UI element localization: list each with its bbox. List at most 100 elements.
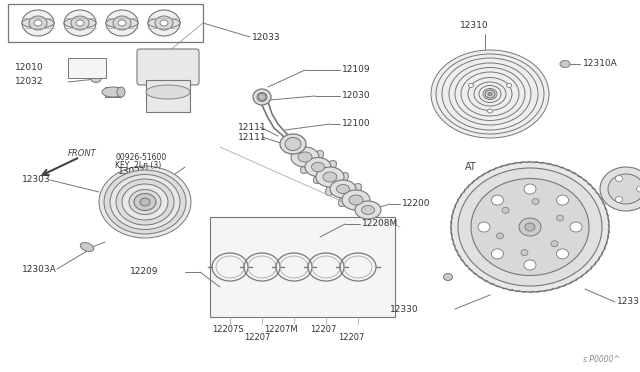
Ellipse shape [524, 260, 536, 270]
Ellipse shape [330, 180, 356, 198]
Text: 12207M: 12207M [264, 324, 298, 334]
Ellipse shape [76, 20, 84, 26]
Ellipse shape [557, 215, 564, 221]
FancyBboxPatch shape [137, 49, 199, 85]
Ellipse shape [497, 233, 504, 239]
Text: s P0000^: s P0000^ [583, 356, 620, 365]
Ellipse shape [280, 134, 306, 154]
Ellipse shape [485, 90, 495, 98]
Ellipse shape [521, 250, 528, 256]
Ellipse shape [637, 186, 640, 192]
Ellipse shape [134, 193, 156, 211]
Text: 12030: 12030 [342, 92, 371, 100]
Text: 12207: 12207 [244, 333, 270, 341]
Ellipse shape [117, 87, 125, 97]
Text: 12207: 12207 [338, 333, 364, 341]
Text: 12310: 12310 [460, 22, 488, 31]
Ellipse shape [146, 85, 190, 99]
Ellipse shape [608, 174, 640, 204]
Text: 12200: 12200 [402, 199, 431, 208]
Ellipse shape [64, 18, 96, 28]
Ellipse shape [451, 162, 609, 292]
Ellipse shape [110, 174, 180, 230]
Text: 12310A: 12310A [583, 60, 618, 68]
Ellipse shape [551, 241, 558, 247]
Ellipse shape [362, 205, 374, 215]
Text: 12033: 12033 [252, 32, 280, 42]
Ellipse shape [355, 201, 381, 219]
Ellipse shape [106, 10, 138, 36]
Text: FRONT: FRONT [68, 150, 97, 158]
Ellipse shape [616, 196, 623, 202]
Text: 12100: 12100 [342, 119, 371, 128]
Text: 12209: 12209 [130, 267, 159, 276]
Ellipse shape [80, 243, 93, 251]
Ellipse shape [116, 179, 174, 225]
Ellipse shape [312, 162, 324, 172]
Ellipse shape [106, 18, 138, 28]
Ellipse shape [258, 93, 266, 100]
Ellipse shape [71, 16, 89, 30]
Ellipse shape [314, 161, 337, 183]
Text: 13021: 13021 [118, 167, 147, 176]
Bar [68, 58, 106, 78]
Text: 12208M: 12208M [362, 219, 398, 228]
Bar [146, 80, 190, 112]
Ellipse shape [492, 249, 504, 259]
Ellipse shape [102, 87, 124, 97]
Ellipse shape [488, 109, 493, 113]
Ellipse shape [557, 195, 568, 205]
Ellipse shape [99, 166, 191, 238]
Text: 12331: 12331 [617, 298, 640, 307]
Ellipse shape [285, 138, 301, 151]
Ellipse shape [104, 170, 186, 234]
Ellipse shape [458, 168, 602, 286]
Ellipse shape [22, 10, 54, 36]
Ellipse shape [253, 89, 271, 105]
Ellipse shape [34, 20, 42, 26]
Text: 12111: 12111 [238, 132, 267, 141]
Ellipse shape [339, 183, 362, 206]
Ellipse shape [502, 207, 509, 213]
Ellipse shape [519, 218, 541, 236]
Text: 12330: 12330 [390, 305, 419, 314]
Text: 12303A: 12303A [22, 264, 57, 273]
Text: 12111: 12111 [238, 122, 267, 131]
Ellipse shape [122, 184, 168, 220]
Ellipse shape [148, 18, 180, 28]
Ellipse shape [570, 222, 582, 232]
Ellipse shape [305, 157, 331, 176]
Ellipse shape [29, 16, 47, 30]
Ellipse shape [160, 20, 168, 26]
Ellipse shape [342, 190, 370, 210]
Ellipse shape [316, 167, 344, 187]
Ellipse shape [326, 173, 348, 195]
Ellipse shape [532, 198, 539, 204]
Ellipse shape [478, 222, 490, 232]
Ellipse shape [148, 10, 180, 36]
Ellipse shape [140, 198, 150, 206]
Ellipse shape [257, 93, 267, 102]
Ellipse shape [492, 195, 504, 205]
Ellipse shape [349, 195, 363, 205]
Ellipse shape [488, 93, 492, 96]
Text: 12303: 12303 [22, 176, 51, 185]
Ellipse shape [129, 189, 161, 215]
Ellipse shape [337, 185, 349, 193]
Ellipse shape [431, 50, 549, 138]
Ellipse shape [113, 16, 131, 30]
Ellipse shape [91, 76, 101, 83]
Ellipse shape [557, 249, 568, 259]
Text: 12010: 12010 [15, 64, 44, 73]
Ellipse shape [323, 172, 337, 182]
Ellipse shape [291, 147, 319, 167]
Ellipse shape [616, 176, 623, 182]
Text: AT: AT [465, 162, 477, 172]
Ellipse shape [560, 61, 570, 67]
Text: 00926-51600: 00926-51600 [115, 153, 166, 161]
Ellipse shape [506, 83, 511, 87]
Ellipse shape [444, 273, 452, 280]
Bar [105, 87, 121, 97]
Text: 12032: 12032 [15, 77, 44, 87]
Ellipse shape [155, 16, 173, 30]
